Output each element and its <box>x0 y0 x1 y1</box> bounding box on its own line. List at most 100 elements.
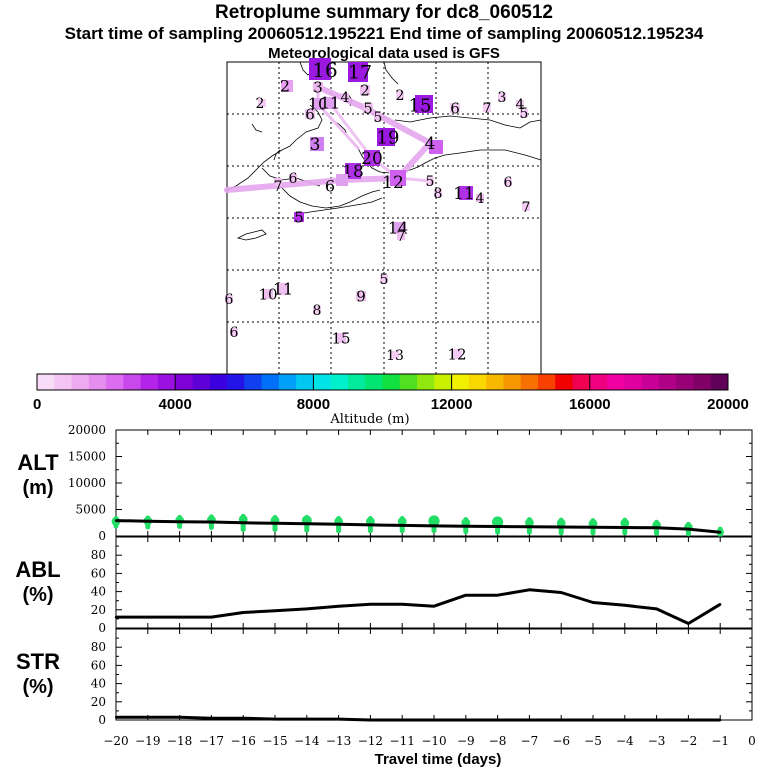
abl-data-point <box>401 603 404 606</box>
x-tick-label: −20 <box>103 734 128 748</box>
plume-marker <box>274 178 282 186</box>
plume-marker <box>336 333 346 343</box>
alt-data-point <box>146 519 149 523</box>
colorbar-cell <box>710 374 729 390</box>
colorbar-cell <box>658 374 677 390</box>
map-day-label: 16 <box>312 58 337 82</box>
abl-series-line <box>116 588 721 625</box>
plume-marker <box>230 328 238 336</box>
y-tick-label: 10000 <box>68 476 106 490</box>
map-day-label: 20 <box>361 149 383 169</box>
alt-data-point <box>623 526 626 529</box>
colorbar-cell <box>451 374 470 390</box>
colorbar-cell <box>88 374 107 390</box>
plume-marker <box>434 189 442 197</box>
str-data-point <box>178 716 181 719</box>
y-tick-label: 5000 <box>75 503 106 517</box>
panel-label: ABL <box>15 557 60 582</box>
x-tick-label: −5 <box>584 734 602 748</box>
plume-marker <box>374 113 382 121</box>
str-data-point <box>337 717 340 721</box>
map-day-label: 7 <box>274 179 283 195</box>
plume-marker <box>324 97 336 109</box>
map-day-label: 3 <box>310 135 321 155</box>
x-tick-label: −3 <box>648 734 666 748</box>
plume-marker <box>516 100 524 108</box>
meteorology-note: Meteorological data used is GFS <box>268 45 500 62</box>
sampling-times: Start time of sampling 20060512.195221 E… <box>64 24 704 43</box>
y-tick-label: 0 <box>98 529 106 543</box>
alt-panel: 20000 15000 10000 5000 0 ALT(m) <box>17 423 753 543</box>
x-tick-label: −14 <box>294 734 320 748</box>
x-tick-label: −11 <box>390 734 415 748</box>
abl-data-point <box>242 611 245 614</box>
abl-data-point <box>655 607 658 611</box>
alt-data-point <box>401 524 404 527</box>
plume-marker <box>377 128 395 146</box>
plume-marker <box>310 137 324 151</box>
plume-marker <box>522 203 530 211</box>
y-tick-label: 60 <box>91 566 106 580</box>
colorbar-cell <box>555 374 574 390</box>
alt-data-point <box>369 523 372 527</box>
alt-spread-dot <box>397 517 407 526</box>
map-day-label: 6 <box>450 99 460 117</box>
map-day-label: 5 <box>380 272 389 288</box>
alt-data-point <box>273 522 277 525</box>
colorbar-cell <box>503 374 522 390</box>
map-day-label: 11 <box>273 280 293 299</box>
str-data-point <box>369 718 372 722</box>
map-day-label: 15 <box>331 329 350 347</box>
plume-marker <box>450 103 460 113</box>
colorbar-cell <box>209 374 228 390</box>
str-data-point <box>719 718 722 722</box>
plume-marker <box>380 275 388 283</box>
alt-data-point <box>687 527 690 531</box>
plume-marker <box>348 62 368 82</box>
plume-marker <box>341 93 349 101</box>
colorbar-tick-label: 20000 <box>707 396 749 413</box>
x-tick-label: −6 <box>552 734 570 748</box>
alt-data-point <box>528 525 531 528</box>
plume-marker <box>364 150 380 166</box>
map-day-label: 6 <box>305 105 315 123</box>
alt-data-point <box>464 524 467 528</box>
plume-marker <box>415 95 433 113</box>
colorbar-cell <box>589 374 608 390</box>
panel-frame <box>115 536 753 629</box>
colorbar-cell <box>693 374 712 390</box>
y-tick-label: 20 <box>91 695 106 709</box>
str-data-point <box>432 718 436 722</box>
colorbar-cell <box>140 374 159 390</box>
x-tick-label: −18 <box>167 734 192 748</box>
colorbar-tick-label: 16000 <box>569 396 611 413</box>
plume-marker <box>452 349 462 359</box>
str-series-line <box>116 715 721 722</box>
colorbar-cell <box>261 374 280 390</box>
abl-data-point <box>210 615 213 619</box>
plume-marker <box>360 85 370 95</box>
y-tick-label: 0 <box>98 713 106 727</box>
y-tick-label: 20000 <box>68 423 106 437</box>
map-day-label: 5 <box>294 208 304 226</box>
map-day-label: 3 <box>313 78 323 96</box>
abl-data-point <box>719 603 722 606</box>
abl-data-point <box>369 603 372 606</box>
plume-marker <box>483 104 491 112</box>
map-day-label: 12 <box>447 345 466 363</box>
colorbar-cell <box>486 374 504 390</box>
abl-data-point <box>146 615 149 619</box>
str-data-point <box>146 716 149 719</box>
y-tick-label: 15000 <box>68 450 106 464</box>
x-tick-label: −4 <box>616 734 634 748</box>
alt-data-point <box>432 524 436 528</box>
x-tick-label: −12 <box>358 734 383 748</box>
colorbar-cell <box>123 374 142 390</box>
x-tick-label: −9 <box>457 734 475 748</box>
map-day-label: 7 <box>522 200 531 216</box>
y-tick-label: 20 <box>91 603 106 617</box>
map-day-label: 19 <box>377 127 400 148</box>
x-tick-label: −1 <box>711 734 729 748</box>
plume-marker <box>498 93 506 101</box>
